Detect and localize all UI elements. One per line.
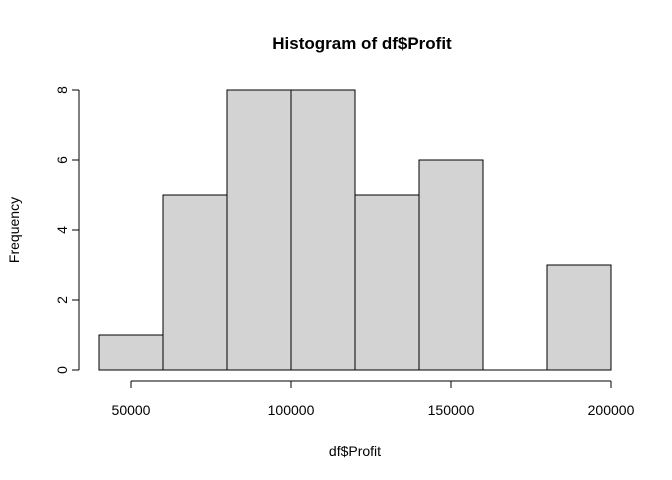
y-axis: 0 2 4 6 8	[54, 86, 80, 374]
histogram-bar	[162, 194, 228, 371]
histogram-bar	[354, 194, 420, 371]
histogram-bar	[290, 89, 356, 371]
chart-title: Histogram of df$Profit	[272, 34, 452, 53]
x-axis: 50000 100000 150000 200000	[112, 380, 635, 418]
y-tick-label: 8	[54, 86, 70, 94]
x-tick-label: 200000	[588, 402, 635, 418]
y-tick-label: 0	[54, 366, 70, 374]
histogram-bar	[546, 264, 612, 371]
y-tick-label: 2	[54, 296, 70, 304]
x-tick-label: 100000	[268, 402, 315, 418]
y-tick-label: 6	[54, 156, 70, 164]
histogram-bar	[226, 89, 292, 371]
y-axis-label: Frequency	[6, 197, 22, 263]
histogram-bar	[98, 334, 164, 371]
x-tick-label: 50000	[112, 402, 151, 418]
bars-group	[98, 89, 612, 371]
y-tick-label: 4	[54, 226, 70, 234]
x-axis-label: df$Profit	[329, 443, 381, 459]
histogram-bar	[418, 159, 484, 371]
x-tick-label: 150000	[428, 402, 475, 418]
